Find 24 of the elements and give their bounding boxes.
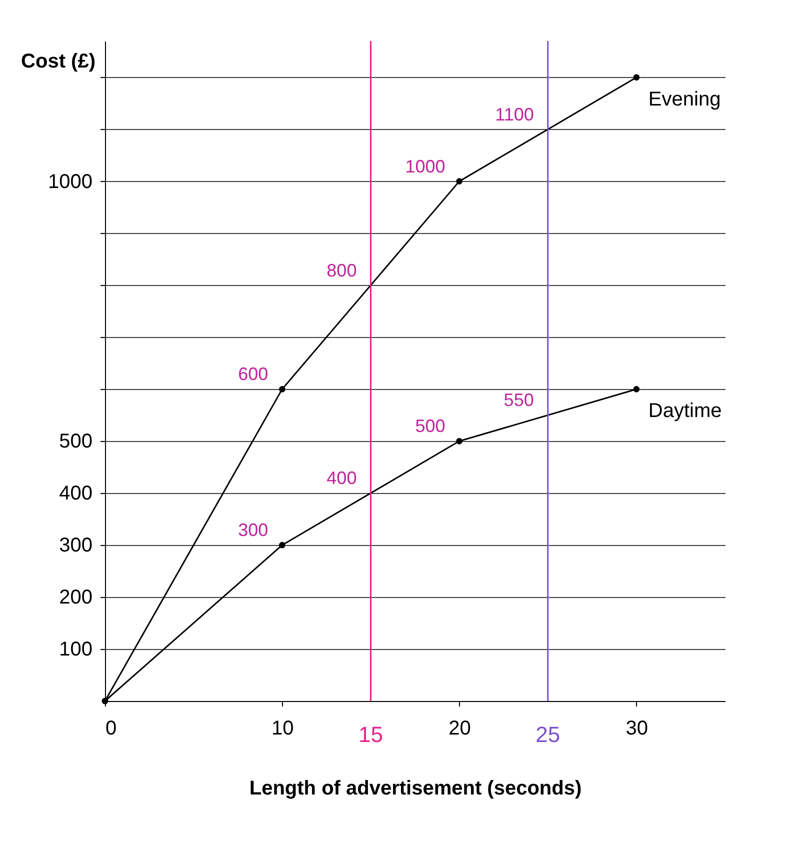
x-tick-label: 0: [106, 718, 117, 740]
ref-line-label: 15: [358, 722, 383, 747]
annotation: 1100: [495, 104, 534, 124]
x-tick-label: 30: [626, 718, 648, 740]
x-tick-label: 20: [448, 718, 471, 740]
y-tick-label: 500: [59, 430, 92, 453]
annotation: 1000: [405, 156, 446, 176]
y-axis-title: Cost (£): [21, 50, 96, 72]
y-tick-label: 300: [59, 534, 92, 557]
annotation: 600: [238, 364, 268, 384]
x-tick-label: 10: [272, 718, 294, 740]
annotation: 500: [415, 416, 446, 436]
series-label: Daytime: [648, 400, 722, 422]
annotation: 400: [326, 468, 357, 488]
y-tick-label: 1000: [48, 170, 92, 193]
annotation: 550: [504, 390, 534, 410]
ref-line-label: 25: [536, 722, 560, 747]
series-label: Evening: [648, 88, 721, 110]
y-tick-label: 200: [59, 586, 92, 609]
y-tick-label: 100: [59, 638, 92, 661]
annotation: 300: [238, 520, 268, 540]
annotation: 800: [326, 260, 357, 280]
x-axis-title: Length of advertisement (seconds): [249, 778, 582, 800]
y-tick-label: 400: [59, 482, 92, 505]
